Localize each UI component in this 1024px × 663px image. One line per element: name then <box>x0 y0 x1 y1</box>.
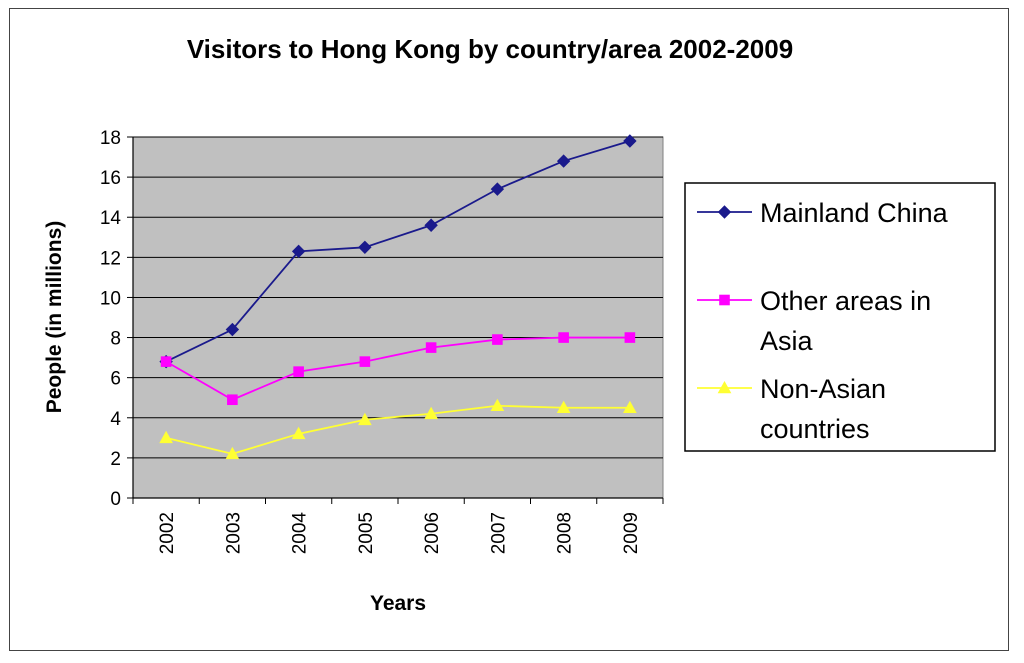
axes <box>127 136 664 504</box>
data-point <box>358 412 372 426</box>
legend: Mainland China Other areas in Asia Non-Asia… <box>684 182 996 452</box>
data-point <box>424 406 438 420</box>
legend-label: Mainland China <box>760 198 949 228</box>
x-tick-label: 2008 <box>555 512 576 554</box>
data-point <box>291 244 306 259</box>
series-2 <box>159 398 637 460</box>
x-tick-label: 2006 <box>422 512 443 554</box>
data-point <box>623 400 637 414</box>
legend-marker <box>717 205 732 219</box>
y-tick-labels: 0 2 4 6 8 10 12 14 16 18 <box>100 128 122 510</box>
series-line <box>165 404 630 455</box>
data-point <box>556 154 571 168</box>
data-point <box>227 394 238 406</box>
series-line <box>165 336 630 401</box>
data-point <box>425 342 437 353</box>
y-tick-label: 0 <box>110 489 121 510</box>
series-line <box>165 140 631 363</box>
y-tick-label: 18 <box>100 128 121 149</box>
x-tick-label: 2003 <box>223 512 244 554</box>
legend-label: countries <box>760 414 870 444</box>
y-tick-label: 4 <box>110 409 121 430</box>
data-point <box>623 134 637 148</box>
y-axis-label: People (in millions) <box>43 221 66 414</box>
legend-entry: Non-Asian countries <box>697 374 886 444</box>
x-tick-labels: 2002 2003 2004 2005 2006 2007 2008 2009 <box>157 512 642 555</box>
legend-entry: Other areas in Asia <box>697 286 931 356</box>
x-tick-label: 2002 <box>157 512 178 554</box>
x-tick-label: 2007 <box>488 512 509 554</box>
data-point <box>556 400 571 414</box>
legend-label: Asia <box>760 326 814 356</box>
data-point <box>159 430 173 444</box>
x-axis-label: Years <box>370 592 426 615</box>
x-tick-label: 2009 <box>621 512 642 554</box>
legend-box <box>684 182 996 452</box>
data-point <box>293 366 304 377</box>
data-point <box>490 182 505 196</box>
y-tick-label: 6 <box>110 369 121 390</box>
y-tick-label: 12 <box>100 248 121 269</box>
x-tick-label: 2005 <box>356 512 377 554</box>
y-tick-label: 8 <box>110 329 121 350</box>
data-point <box>225 446 240 460</box>
data-point <box>492 334 503 345</box>
data-point <box>160 356 172 367</box>
y-tick-label: 2 <box>110 449 121 470</box>
y-tick-label: 16 <box>100 168 121 189</box>
legend-label: Other areas in <box>760 286 931 316</box>
data-point <box>558 332 569 343</box>
data-point <box>358 240 372 255</box>
y-tick-label: 14 <box>100 208 122 229</box>
chart-title: Visitors to Hong Kong by country/area 20… <box>187 34 793 64</box>
legend-label: Non-Asian <box>760 374 886 404</box>
data-point <box>624 332 636 343</box>
y-tick-label: 10 <box>100 288 121 309</box>
legend-marker <box>719 294 730 306</box>
x-tick-label: 2004 <box>290 512 311 555</box>
gridlines <box>133 136 663 459</box>
legend-entry: Mainland China <box>697 198 949 228</box>
data-point <box>359 356 371 367</box>
plot-area <box>132 136 664 499</box>
data-point <box>424 218 438 232</box>
data-point <box>291 426 306 440</box>
series-1 <box>160 332 636 406</box>
data-point <box>225 322 240 337</box>
legend-marker <box>717 380 732 394</box>
data-point <box>490 398 505 412</box>
series <box>159 134 637 460</box>
